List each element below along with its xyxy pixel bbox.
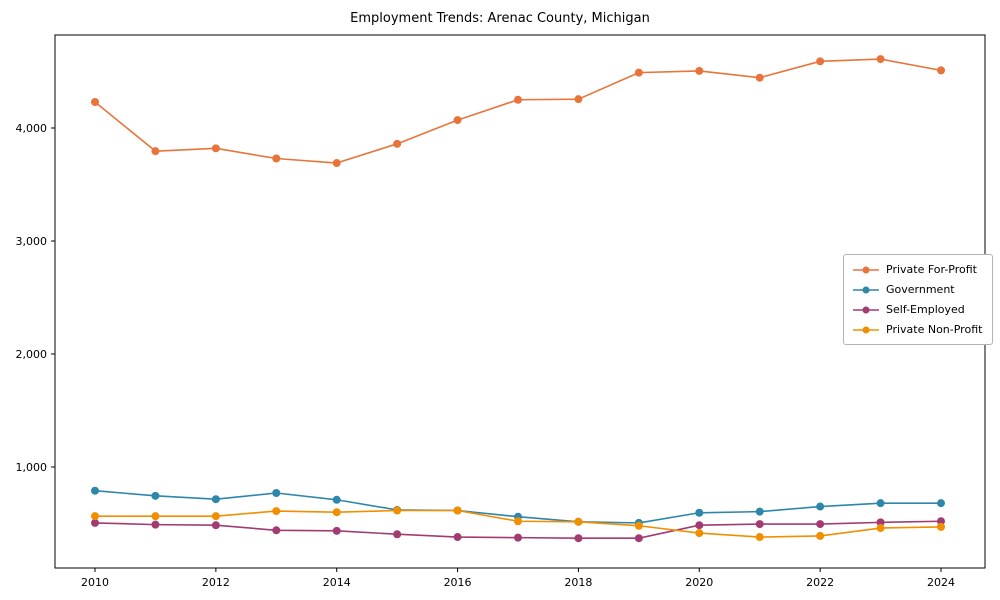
series-marker-self-employed [514,533,522,542]
series-marker-private-for-profit [272,154,281,163]
legend: Private For-Profit Government Self-Employe… [843,254,994,345]
series-marker-government [91,486,99,495]
series-marker-government [151,491,160,500]
series-marker-private-for-profit [634,68,643,77]
x-tick-label: 2024 [927,576,955,589]
y-tick-label: 1,000 [16,461,48,474]
x-tick-label: 2012 [202,576,230,589]
series-marker-government [272,488,281,497]
series-marker-government [816,502,825,511]
series-marker-private-non-profit [514,517,522,526]
series-marker-government [876,499,885,508]
legend-marker-icon [853,286,879,293]
series-marker-private-non-profit [393,506,402,515]
chart-title: Employment Trends: Arenac County, Michig… [350,11,650,26]
series-marker-self-employed [695,521,704,530]
series-marker-private-for-profit [574,95,583,104]
legend-label: Self-Employed [886,303,965,316]
series-marker-private-for-profit [937,66,945,75]
legend-marker-icon [853,326,879,333]
series-marker-private-for-profit [211,144,220,153]
series-marker-government [755,507,764,516]
x-tick-label: 2018 [564,576,592,589]
series-marker-self-employed [574,534,583,543]
series-marker-private-non-profit [453,506,462,515]
legend-label: Private For-Profit [886,263,977,276]
legend-item: Self-Employed [852,303,982,316]
x-tick-label: 2022 [806,576,834,589]
legend-marker-icon [853,306,879,313]
series-marker-government [332,495,341,504]
x-tick-label: 2020 [685,576,713,589]
legend-item: Private Non-Profit [852,323,982,336]
series-marker-private-for-profit [453,116,462,125]
series-marker-private-for-profit [151,147,160,156]
series-marker-self-employed [393,530,402,539]
series-marker-private-for-profit [514,95,522,104]
series-marker-self-employed [453,533,462,542]
series-marker-government [937,499,945,508]
series-marker-private-non-profit [272,507,281,516]
legend-label: Government [886,283,955,296]
series-marker-private-non-profit [695,529,704,538]
legend-marker-icon [853,266,879,273]
series-marker-private-non-profit [91,512,99,521]
series-marker-private-non-profit [211,512,220,521]
y-tick-label: 3,000 [16,235,48,248]
series-marker-government [695,508,704,517]
series-marker-private-non-profit [755,533,764,542]
series-marker-private-for-profit [393,139,402,148]
series-marker-private-for-profit [755,73,764,82]
series-marker-self-employed [876,518,885,527]
series-marker-private-non-profit [151,512,160,521]
series-marker-private-for-profit [91,98,99,107]
series-marker-self-employed [634,534,643,543]
series-marker-private-for-profit [332,159,341,168]
series-marker-private-non-profit [634,521,643,530]
x-tick-label: 2010 [81,576,109,589]
legend-item: Private For-Profit [852,263,982,276]
series-marker-self-employed [272,526,281,535]
series-marker-self-employed [755,520,764,529]
y-tick-label: 4,000 [16,122,48,135]
series-line-private-for-profit [94,58,942,164]
series-marker-private-non-profit [332,508,341,517]
series-marker-self-employed [211,521,220,530]
series-marker-self-employed [937,517,945,526]
series-marker-self-employed [91,518,99,527]
series-marker-private-for-profit [816,57,825,66]
y-tick-label: 2,000 [16,348,48,361]
series-marker-self-employed [332,526,341,535]
series-marker-government [211,495,220,504]
series-marker-private-for-profit [876,55,885,64]
series-marker-self-employed [151,520,160,529]
series-marker-private-non-profit [816,531,825,540]
legend-label: Private Non-Profit [886,323,983,336]
series-marker-private-non-profit [876,524,885,533]
series-marker-private-non-profit [574,517,583,526]
x-tick-label: 2014 [323,576,351,589]
x-tick-label: 2016 [444,576,472,589]
series-marker-private-for-profit [695,66,704,75]
series-marker-private-non-profit [937,522,945,531]
legend-item: Government [852,283,982,296]
series-marker-self-employed [816,520,825,529]
